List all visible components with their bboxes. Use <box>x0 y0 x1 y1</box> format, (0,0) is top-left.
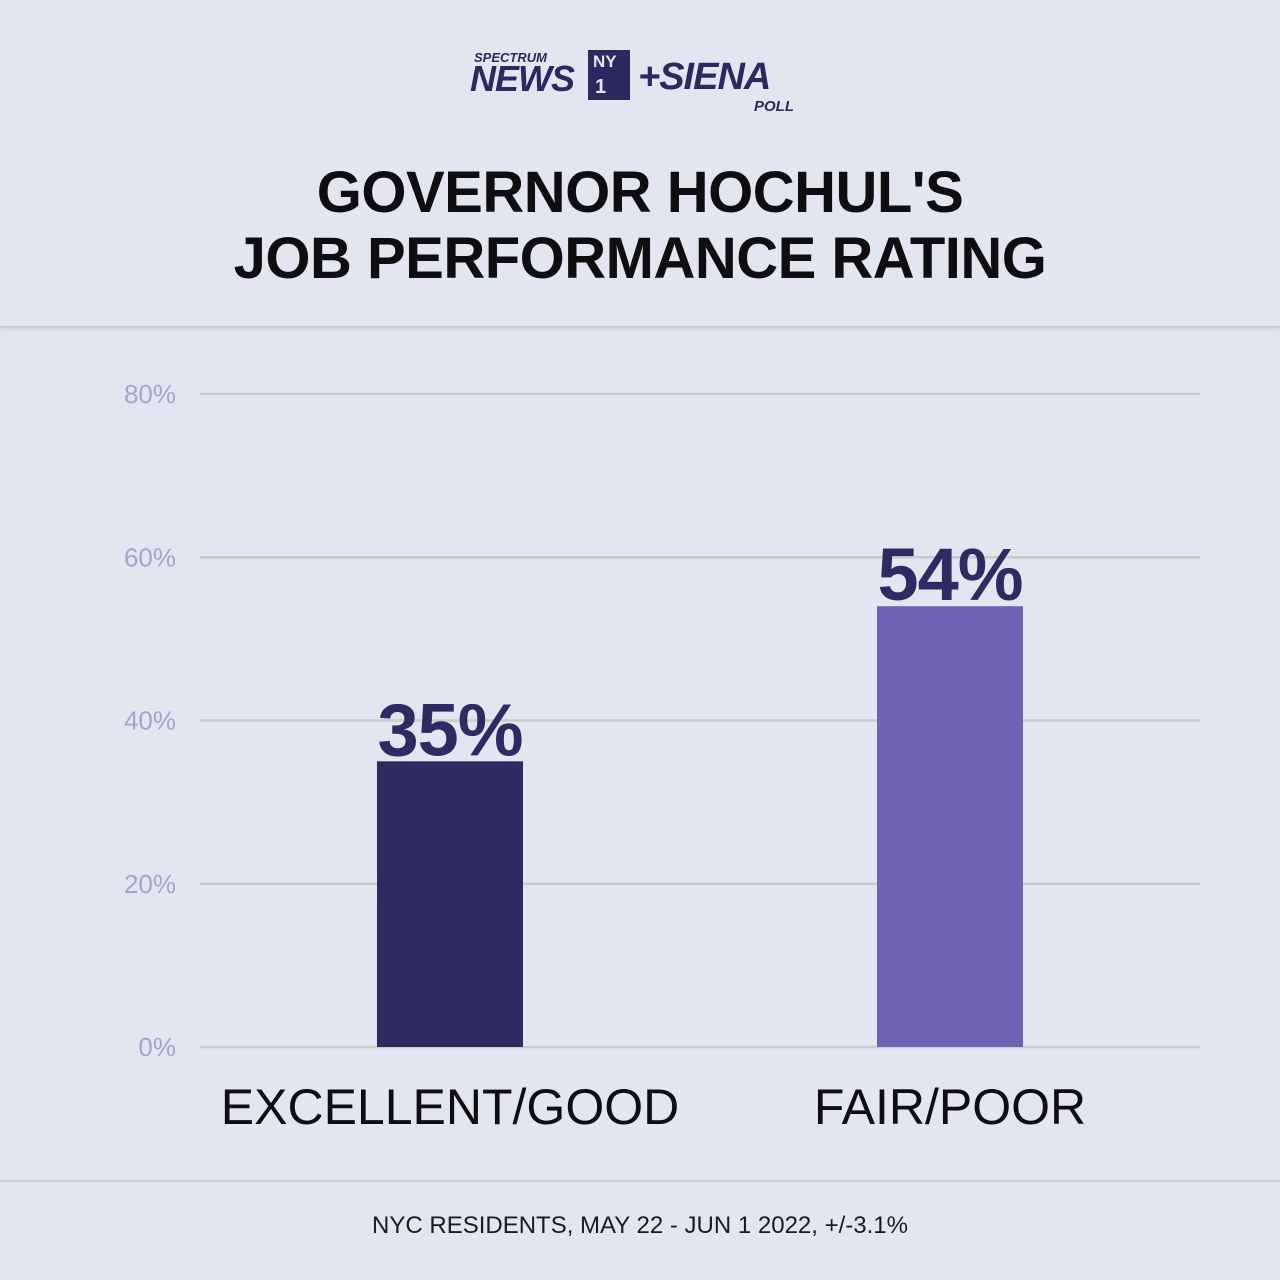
ny1-badge: NY 1 <box>588 50 630 100</box>
logo-news-text: NEWS <box>470 58 575 99</box>
bar <box>877 606 1023 1047</box>
chart-title-line-2: JOB PERFORMANCE RATING <box>233 226 1047 291</box>
ny1-badge-ny: NY <box>593 52 617 71</box>
chart-title: GOVERNOR HOCHUL'S JOB PERFORMANCE RATING <box>0 160 1280 292</box>
y-tick-label: 80% <box>124 379 176 409</box>
footer-divider <box>0 1180 1280 1182</box>
header: SPECTRUM NEWS NY 1 +SIENA POLL GOVERNOR … <box>0 0 1280 328</box>
footer-note: NYC RESIDENTS, MAY 22 - JUN 1 2022, +/-3… <box>372 1212 908 1239</box>
logo-poll-text: POLL <box>754 98 794 115</box>
y-tick-label: 60% <box>124 542 176 572</box>
y-tick-label: 20% <box>124 869 176 899</box>
y-tick-label: 40% <box>124 706 176 736</box>
logo-spectrum-text: SPECTRUM <box>474 50 547 65</box>
bar <box>377 761 523 1047</box>
logo-siena-text: +SIENA <box>638 56 771 98</box>
x-category-label: FAIR/POOR <box>814 1079 1086 1135</box>
x-category-label: EXCELLENT/GOOD <box>221 1079 679 1135</box>
spectrum-news-siena-poll-logo: SPECTRUM NEWS NY 1 +SIENA POLL <box>470 48 810 120</box>
y-tick-label: 0% <box>138 1032 176 1062</box>
chart-title-line-1: GOVERNOR HOCHUL'S <box>316 160 964 225</box>
bar-value-label: 54% <box>877 533 1022 616</box>
bar-value-label: 35% <box>377 688 522 771</box>
ny1-badge-one: 1 <box>595 76 607 98</box>
